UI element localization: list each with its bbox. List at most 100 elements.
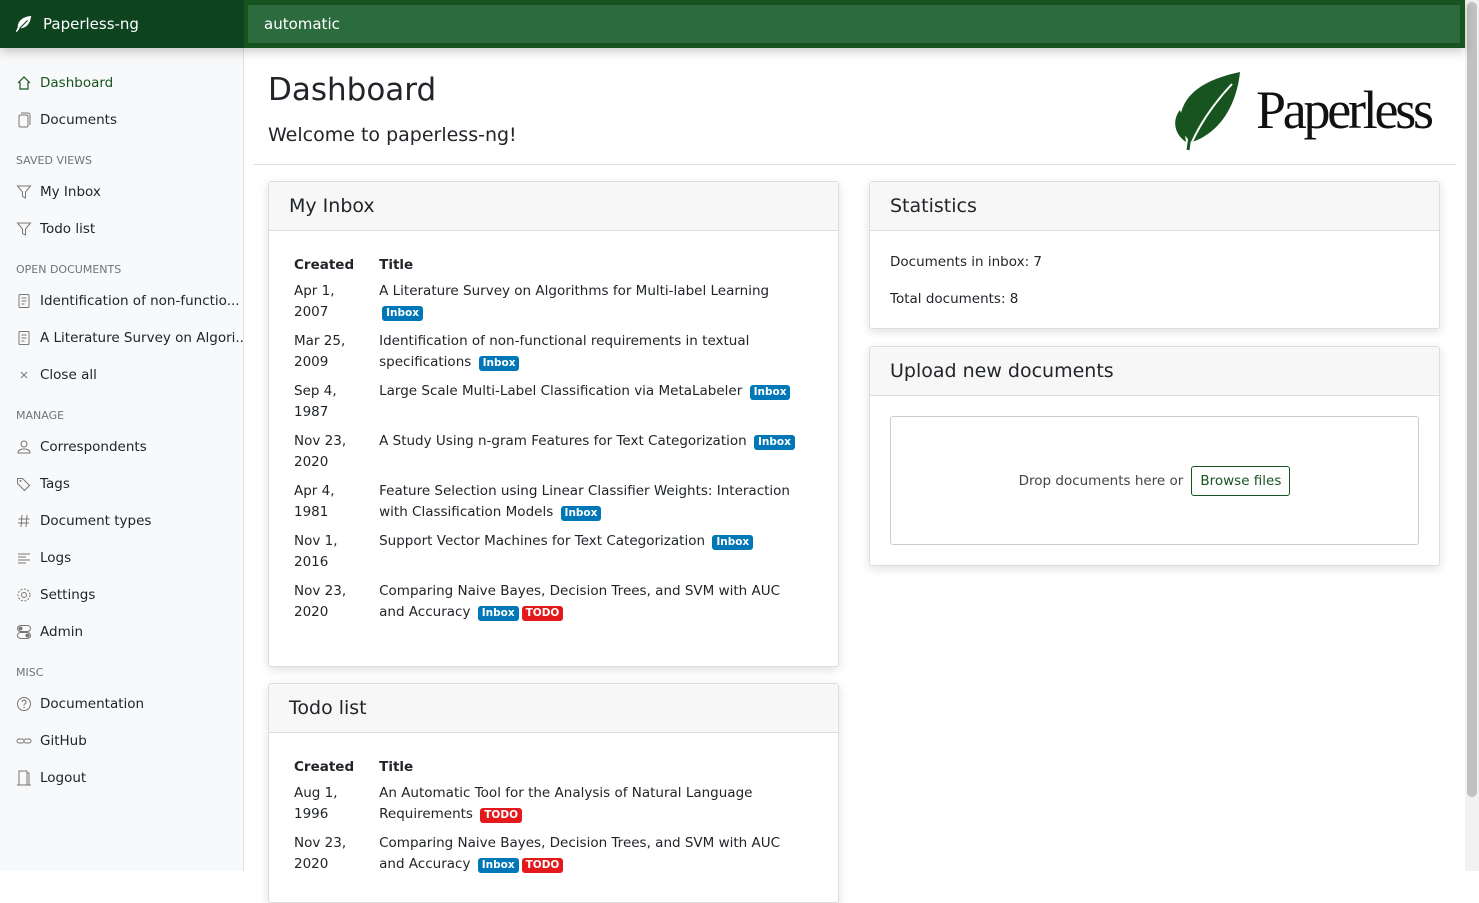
inbox-card: My Inbox Created Title Apr 1, 2007 A Litera…	[268, 181, 839, 667]
sidebar-item-dashboard[interactable]: Dashboard	[0, 64, 243, 101]
sidebar-item-correspondents[interactable]: Correspondents	[0, 428, 243, 465]
sidebar-item-admin[interactable]: Admin	[0, 613, 243, 650]
person-icon	[16, 439, 32, 455]
tag-badge[interactable]: Inbox	[477, 858, 519, 873]
table-row[interactable]: Nov 1, 2016 Support Vector Machines for T…	[289, 529, 818, 579]
tag-badge[interactable]: Inbox	[382, 306, 423, 321]
gear-icon	[16, 587, 32, 603]
sidebar-heading: MISC	[16, 666, 44, 679]
created-date: Apr 4, 1981	[294, 483, 335, 520]
sidebar-item-github[interactable]: GitHub	[0, 722, 243, 759]
table-header: Created Title	[289, 255, 818, 279]
sidebar-heading: OPEN DOCUMENTS	[16, 263, 122, 276]
sidebar-item-document-types[interactable]: Document types	[0, 502, 243, 539]
document-title-link[interactable]: A Study Using n-gram Features for Text C…	[379, 433, 747, 449]
sidebar-item-settings[interactable]: Settings	[0, 576, 243, 613]
sidebar-heading: MANAGE	[16, 409, 65, 422]
document-title-link[interactable]: Identification of non-functional require…	[379, 333, 750, 370]
browse-files-button[interactable]: Browse files	[1191, 465, 1291, 496]
toggles-icon	[16, 624, 32, 640]
hash-icon	[16, 513, 32, 529]
document-title-link[interactable]: Comparing Naive Bayes, Decision Trees, a…	[379, 583, 781, 620]
tags-icon	[16, 476, 32, 492]
scrollbar[interactable]	[1465, 0, 1479, 871]
tag-badge[interactable]: Inbox	[478, 356, 520, 371]
sidebar-item-label: Admin	[40, 623, 84, 640]
document-title-link[interactable]: Large Scale Multi-Label Classification v…	[379, 383, 743, 399]
document-title-link[interactable]: Comparing Naive Bayes, Decision Trees, a…	[379, 835, 781, 872]
search-input[interactable]: automatic	[248, 5, 1460, 43]
page-title: Dashboard	[268, 72, 437, 108]
created-date: Sep 4, 1987	[294, 383, 337, 420]
sidebar-item-logs[interactable]: Logs	[0, 539, 243, 576]
sidebar-item-close-all[interactable]: Close all	[0, 356, 243, 393]
table-row[interactable]: Aug 1, 1996 An Automatic Tool for the Ana…	[289, 781, 818, 831]
table-row[interactable]: Apr 4, 1981 Feature Selection using Linea…	[289, 479, 818, 529]
table-row[interactable]: Nov 23, 2020 Comparing Naive Bayes, Decis…	[289, 831, 818, 881]
column-title: Title	[379, 257, 414, 273]
created-date: Mar 25, 2009	[294, 333, 346, 370]
created-date: Nov 1, 2016	[294, 533, 338, 570]
sidebar-item-label: Tags	[40, 475, 70, 492]
document-title-cell: Comparing Naive Bayes, Decision Trees, a…	[374, 579, 818, 629]
sidebar-item-logout[interactable]: Logout	[0, 759, 243, 796]
tag-badge[interactable]: TODO	[521, 606, 564, 621]
sidebar-item-my-inbox[interactable]: My Inbox	[0, 173, 243, 210]
files-icon	[16, 112, 32, 128]
divider	[254, 164, 1456, 165]
upload-card: Upload new documents Drop documents here…	[869, 346, 1440, 566]
created-date: Nov 23, 2020	[294, 433, 347, 470]
tag-badge[interactable]: Inbox	[749, 385, 791, 400]
file-text-icon	[16, 330, 32, 346]
sidebar-item-label: GitHub	[40, 732, 87, 749]
sidebar-item-label: A Literature Survey on Algori...	[40, 329, 243, 346]
sidebar-item-label: Settings	[40, 586, 96, 603]
document-title-link[interactable]: An Automatic Tool for the Analysis of Na…	[379, 785, 753, 822]
sidebar-item-label: Documentation	[40, 695, 145, 712]
sidebar-heading: SAVED VIEWS	[16, 154, 93, 167]
tag-badge[interactable]: Inbox	[753, 435, 795, 450]
table-row[interactable]: Mar 25, 2009 Identification of non-functi…	[289, 329, 818, 379]
svg-text:Paperless: Paperless	[1256, 80, 1434, 140]
brand[interactable]: Paperless-ng	[0, 0, 244, 48]
card-title: Upload new documents	[870, 347, 1439, 396]
table-row[interactable]: Sep 4, 1987 Large Scale Multi-Label Class…	[289, 379, 818, 429]
sidebar-item-a-literature-survey-on-algori[interactable]: A Literature Survey on Algori...	[0, 319, 243, 356]
file-text-icon	[16, 293, 32, 309]
table-row[interactable]: Nov 23, 2020 A Study Using n-gram Feature…	[289, 429, 818, 479]
question-circle-icon	[16, 696, 32, 712]
text-left-icon	[16, 550, 32, 566]
scrollbar-thumb[interactable]	[1467, 2, 1477, 797]
document-title-cell: Large Scale Multi-Label Classification v…	[374, 379, 818, 429]
sidebar: Dashboard Documents SAVED VIEWS My Inbox Tod…	[0, 48, 244, 871]
tag-badge[interactable]: TODO	[521, 858, 564, 873]
leaf-logo-icon	[15, 15, 32, 33]
column-created: Created	[294, 759, 355, 775]
tag-badge[interactable]: Inbox	[712, 535, 754, 550]
sidebar-item-documentation[interactable]: Documentation	[0, 685, 243, 722]
house-icon	[16, 75, 32, 91]
document-title-link[interactable]: A Literature Survey on Algorithms for Mu…	[379, 283, 770, 299]
table-row[interactable]: Apr 1, 2007 A Literature Survey on Algori…	[289, 279, 818, 329]
drop-zone[interactable]: Drop documents here or Browse files	[890, 416, 1419, 545]
sidebar-item-documents[interactable]: Documents	[0, 101, 243, 138]
top-navbar: Paperless-ng automatic	[0, 0, 1465, 48]
created-date: Nov 23, 2020	[294, 583, 347, 620]
funnel-icon	[16, 184, 32, 200]
sidebar-item-label: Logs	[40, 549, 72, 566]
sidebar-item-label: Correspondents	[40, 438, 147, 455]
sidebar-item-todo-list[interactable]: Todo list	[0, 210, 243, 247]
document-title-cell: Comparing Naive Bayes, Decision Trees, a…	[374, 831, 818, 881]
tag-badge[interactable]: Inbox	[560, 506, 602, 521]
document-title-link[interactable]: Feature Selection using Linear Classifie…	[379, 483, 790, 520]
tag-badge[interactable]: Inbox	[477, 606, 519, 621]
sidebar-item-tags[interactable]: Tags	[0, 465, 243, 502]
table-row[interactable]: Nov 23, 2020 Comparing Naive Bayes, Decis…	[289, 579, 818, 629]
sidebar-item-label: Documents	[40, 111, 117, 128]
tag-badge[interactable]: TODO	[480, 808, 522, 823]
sidebar-item-identification-of-non-functio[interactable]: Identification of non-functio...	[0, 282, 243, 319]
sidebar-item-label: My Inbox	[40, 183, 101, 200]
document-title-link[interactable]: Support Vector Machines for Text Categor…	[379, 533, 706, 549]
document-title-cell: A Study Using n-gram Features for Text C…	[374, 429, 818, 479]
total-count: Total documents: 8	[890, 291, 1019, 307]
